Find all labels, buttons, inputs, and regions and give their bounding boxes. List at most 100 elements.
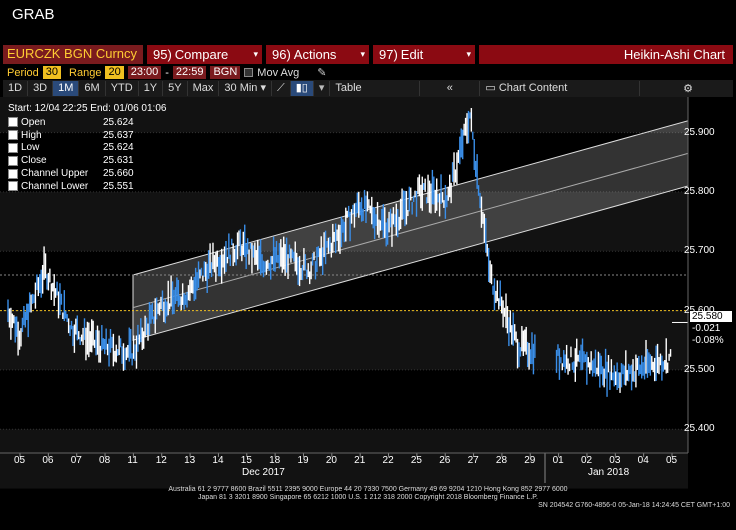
series-toggle-checkbox[interactable] <box>8 142 18 153</box>
series-toggle-checkbox[interactable] <box>8 155 18 166</box>
price-series <box>7 108 688 397</box>
price-chart[interactable] <box>0 97 736 490</box>
y-tick-label: 25.400 <box>684 423 715 435</box>
tooltip-row: Open 25.624 <box>8 116 198 129</box>
start-time-input[interactable]: 23:00 <box>127 66 162 79</box>
range-button-6m[interactable]: 6M <box>79 81 106 96</box>
tooltip-row: Channel Upper 25.660 <box>8 167 198 180</box>
range-button-max[interactable]: Max <box>188 81 220 96</box>
dropdown-arrow-icon: ▾ <box>253 49 258 59</box>
range-button-1d[interactable]: 1D <box>3 81 29 96</box>
x-tick-label: 03 <box>609 455 621 466</box>
tooltip-header: Start: 12/04 22:25 End: 01/06 01:06 <box>8 103 167 114</box>
tooltip-row-value: 25.631 <box>103 155 134 167</box>
source-input[interactable]: BGN <box>210 66 241 79</box>
footer-line-3: SN 204542 G760-4856-0 05-Jan-18 14:24:45… <box>538 502 730 509</box>
actions-label: Actions <box>293 47 337 62</box>
tooltip-row-value: 25.637 <box>103 129 134 141</box>
tooltip-row-label: Low <box>21 142 40 154</box>
collapse-icon[interactable]: « <box>420 81 481 96</box>
x-tick-label: 07 <box>70 455 82 466</box>
edit-button[interactable]: 97) Edit ▾ <box>373 45 475 64</box>
line-chart-icon[interactable]: ⟋ <box>272 81 291 96</box>
chart-content-button[interactable]: ▭ Chart Content <box>480 81 641 96</box>
x-tick-label: 05 <box>666 455 678 466</box>
ticker-field[interactable]: EURCZK BGN Curncy <box>3 45 143 64</box>
x-tick-label: 20 <box>325 455 337 466</box>
last-price-badge: 25.580 <box>690 311 732 322</box>
x-tick-label: 21 <box>354 455 366 466</box>
grid-bands <box>0 97 688 489</box>
tooltip-row-value: 25.551 <box>103 180 134 192</box>
y-tick-label: 25.900 <box>684 126 715 138</box>
range-button-3d[interactable]: 3D <box>28 81 54 96</box>
settings-bar: Period 30 Range 20 23:00 - 22:59 BGN Mov… <box>3 65 733 80</box>
end-time-input[interactable]: 22:59 <box>172 66 207 79</box>
x-tick-label: 13 <box>184 455 196 466</box>
y-tick-label: 25.600 <box>684 305 728 316</box>
tooltip-row-value: 25.660 <box>103 168 134 180</box>
grid-band <box>0 429 688 489</box>
channel-midline <box>132 152 689 309</box>
x-tick-label: 04 <box>637 455 649 466</box>
chart-content-icon: ▭ <box>485 82 499 94</box>
dropdown-arrow-icon: ▾ <box>360 49 365 59</box>
x-tick-label: 18 <box>269 455 281 466</box>
y-tick-label: 25.800 <box>684 185 715 197</box>
range-button-ytd[interactable]: YTD <box>106 81 139 96</box>
actions-button[interactable]: 96) Actions ▾ <box>266 45 369 64</box>
x-tick-label: 19 <box>297 455 309 466</box>
change-percent: -0.08% <box>690 335 732 346</box>
mov-avg-checkbox[interactable] <box>244 68 254 77</box>
tooltip-row-value: 25.624 <box>103 116 134 128</box>
tooltip-row: Channel Lower 25.551 <box>8 180 198 193</box>
table-button[interactable]: Table <box>330 81 421 96</box>
x-tick-label: 25 <box>410 455 422 466</box>
footer-line-1: Australia 61 2 9777 8600 Brazil 5511 239… <box>168 486 568 493</box>
pencil-icon[interactable]: ✎ <box>317 67 327 79</box>
range-button-1m[interactable]: 1M <box>53 81 80 96</box>
tooltip-row-label: Channel Lower <box>21 180 89 192</box>
x-tick-label: 26 <box>439 455 451 466</box>
chart-type-label[interactable]: Heikin-Ashi Chart <box>479 45 733 64</box>
x-tick-label: 27 <box>467 455 479 466</box>
tooltip-row-value: 25.624 <box>103 142 134 154</box>
x-tick-label: 29 <box>524 455 536 466</box>
range-input[interactable]: 20 <box>105 66 124 79</box>
edit-label: Edit <box>400 47 424 62</box>
compare-button[interactable]: 95) Compare ▾ <box>147 45 262 64</box>
change-value: -0.021 <box>690 323 732 334</box>
range-dash: - <box>165 66 169 79</box>
series-toggle-checkbox[interactable] <box>8 130 18 141</box>
range-label: Range <box>69 66 102 79</box>
x-tick-label: 08 <box>99 455 111 466</box>
range-button-1y[interactable]: 1Y <box>139 81 164 96</box>
x-tick-label: 12 <box>155 455 167 466</box>
settings-gear-icon[interactable]: ⚙ <box>683 83 693 95</box>
interval-select[interactable]: 30 Min ▾ <box>219 81 273 96</box>
candle-chart-icon[interactable]: ▮▯ <box>290 81 314 96</box>
x-tick-label: 15 <box>240 455 252 466</box>
x-month-label: Dec 2017 <box>242 467 285 478</box>
data-tooltip: Start: 12/04 22:25 End: 01/06 01:06 Open… <box>8 103 198 193</box>
series-toggle-checkbox[interactable] <box>8 168 18 179</box>
series-toggle-checkbox[interactable] <box>8 117 18 128</box>
dropdown-arrow-icon[interactable]: ▾ <box>314 81 331 96</box>
y-tick-label: 25.500 <box>684 363 715 375</box>
x-tick-label: 06 <box>42 455 54 466</box>
y-tick-label: 25.700 <box>684 245 715 257</box>
tooltip-row-label: Close <box>21 155 47 167</box>
footer-line-2: Japan 81 3 3201 8900 Singapore 65 6212 1… <box>197 494 539 501</box>
range-button-5y[interactable]: 5Y <box>163 81 188 96</box>
period-input[interactable]: 30 <box>42 66 62 79</box>
compare-label: Compare <box>174 47 229 62</box>
tooltip-row-label: Open <box>21 116 46 128</box>
x-tick-label: 28 <box>495 455 508 466</box>
tooltip-row-label: Channel Upper <box>21 168 89 180</box>
series-toggle-checkbox[interactable] <box>8 181 18 192</box>
mov-avg-label: Mov Avg <box>257 66 300 79</box>
grid-band <box>0 97 688 133</box>
toolbar: EURCZK BGN Curncy 95) Compare ▾ 96) Acti… <box>3 45 733 64</box>
dropdown-arrow-icon: ▾ <box>466 49 471 59</box>
